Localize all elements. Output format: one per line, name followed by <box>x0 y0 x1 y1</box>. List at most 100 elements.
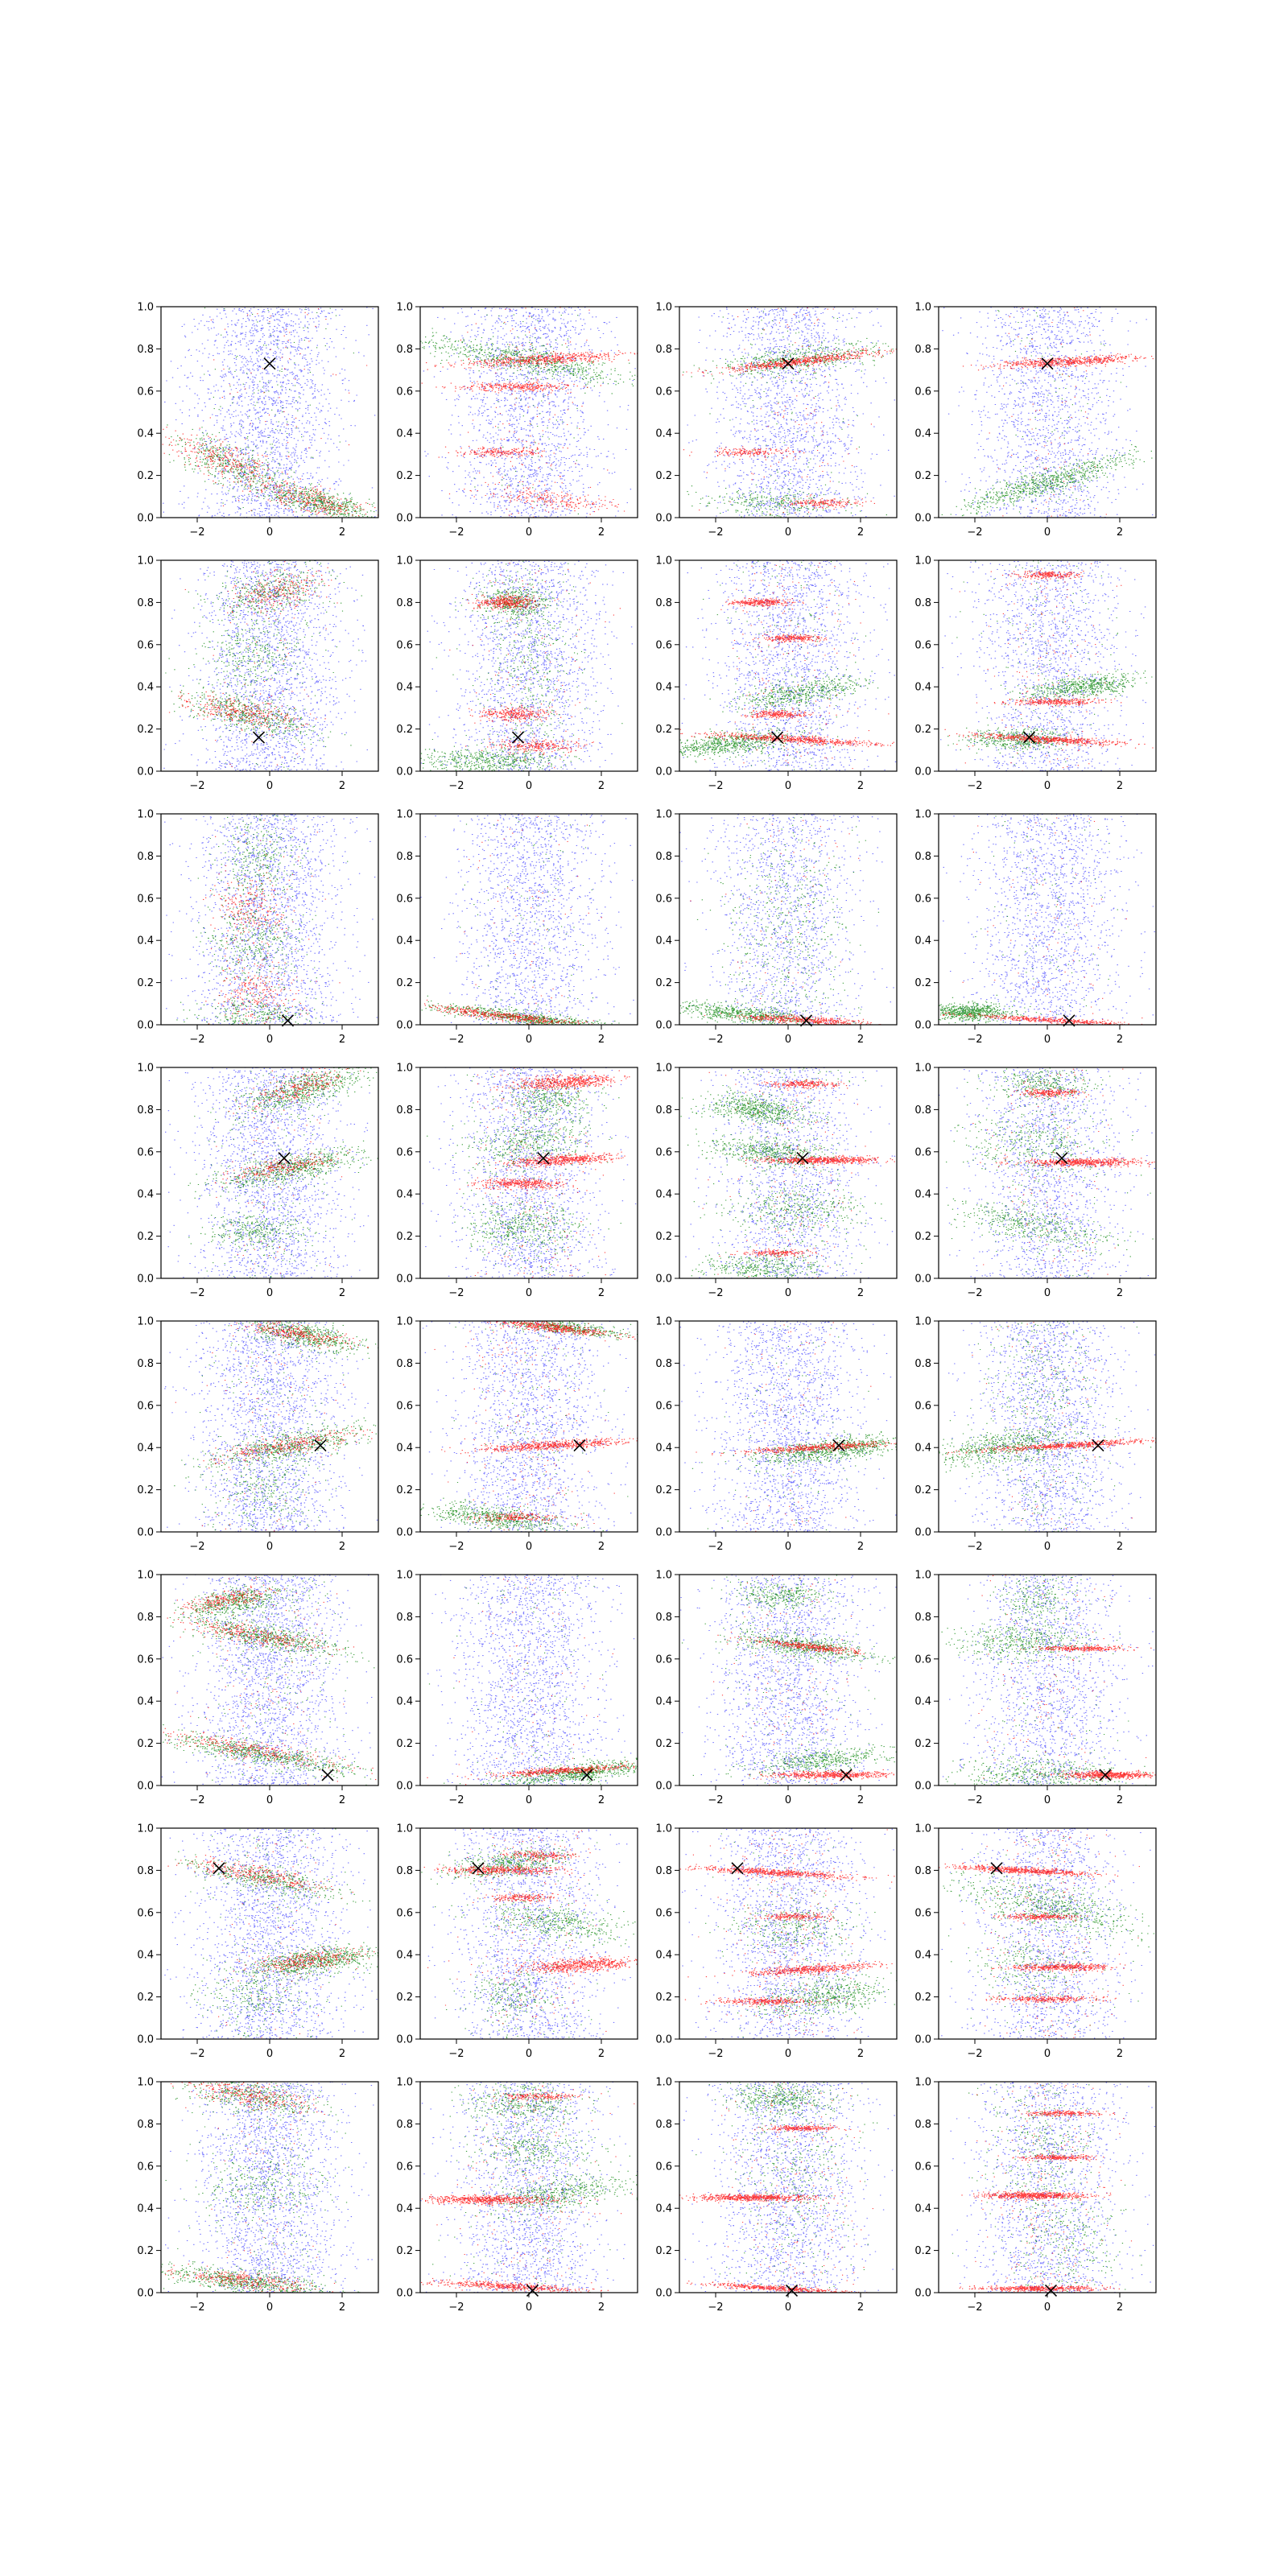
green-points <box>420 309 638 514</box>
y-tick-label: 1.0 <box>914 1570 931 1582</box>
x-tick-label: 2 <box>857 1794 864 1806</box>
y-tick-label: 0.2 <box>396 977 413 989</box>
scatter-points <box>942 1575 1156 1785</box>
blue-points <box>423 307 636 518</box>
x-tick-label: −2 <box>189 780 204 792</box>
green-points <box>432 2082 638 2292</box>
x-tick-label: 0 <box>1044 780 1051 792</box>
red-points <box>945 564 1154 771</box>
y-tick-label: 0.8 <box>914 1865 931 1877</box>
y-tick-label: 0.0 <box>137 2034 154 2046</box>
y-tick-label: 0.6 <box>655 1653 672 1666</box>
y-tick-label: 0.2 <box>137 1992 154 2004</box>
y-tick-label: 1.0 <box>655 1570 672 1582</box>
y-tick-label: 0.2 <box>655 1231 672 1243</box>
red-points <box>169 562 338 767</box>
y-tick-label: 1.0 <box>396 1063 413 1075</box>
y-tick-label: 0.0 <box>914 1781 931 1793</box>
y-tick-label: 1.0 <box>914 809 931 821</box>
green-points <box>939 1321 1151 1531</box>
y-tick-label: 1.0 <box>396 2077 413 2089</box>
y-tick-label: 0.2 <box>137 1484 154 1496</box>
x-tick-label: 2 <box>339 1034 345 1046</box>
green-points <box>163 1575 374 1785</box>
y-tick-label: 0.4 <box>137 1950 154 1962</box>
x-tick-label: 2 <box>598 2301 605 2314</box>
panel-3-1: −2 0 20.00.20.40.60.81.0 <box>396 1063 638 1300</box>
y-tick-label: 0.0 <box>914 2288 931 2300</box>
blue-points <box>942 814 1155 1025</box>
scatter-points <box>939 1067 1155 1278</box>
green-points <box>421 1829 638 2038</box>
scatter-points <box>420 2082 638 2293</box>
y-tick-label: 0.4 <box>137 1443 154 1455</box>
y-tick-label: 0.6 <box>137 639 154 651</box>
y-tick-label: 0.4 <box>655 682 672 694</box>
blue-points <box>427 1575 634 1785</box>
panel-4-0: −2 0 20.00.20.40.60.81.0 <box>137 1316 378 1554</box>
y-tick-label: 1.0 <box>137 1063 154 1075</box>
panel-5-3: −2 0 20.00.20.40.60.81.0 <box>914 1570 1156 1807</box>
x-tick-label: 2 <box>339 2301 345 2314</box>
blue-points <box>164 1321 378 1532</box>
x-tick-label: −2 <box>967 2048 982 2060</box>
y-tick-label: 1.0 <box>137 1570 154 1582</box>
y-tick-label: 0.4 <box>396 935 413 947</box>
x-tick-label: 2 <box>1117 1541 1123 1553</box>
y-tick-label: 1.0 <box>655 809 672 821</box>
y-tick-label: 0.8 <box>137 344 154 356</box>
y-tick-label: 0.8 <box>396 597 413 609</box>
red-points <box>165 2082 335 2292</box>
y-tick-label: 0.6 <box>137 1653 154 1666</box>
x-tick-label: 0 <box>785 1034 791 1046</box>
y-tick-label: 0.4 <box>396 1696 413 1708</box>
x-tick-label: 0 <box>1044 2048 1051 2060</box>
x-tick-label: −2 <box>967 780 982 792</box>
blue-points <box>680 1575 897 1785</box>
blue-points <box>421 560 633 771</box>
x-tick-label: 2 <box>339 1541 345 1553</box>
y-tick-label: 0.4 <box>914 935 931 947</box>
y-tick-label: 0.4 <box>914 1950 931 1962</box>
x-tick-label: −2 <box>189 1541 204 1553</box>
y-tick-label: 0.6 <box>914 1907 931 1919</box>
y-tick-label: 0.0 <box>914 766 931 778</box>
y-tick-label: 0.4 <box>137 935 154 947</box>
y-tick-label: 0.0 <box>655 1781 672 1793</box>
y-tick-label: 1.0 <box>396 302 413 314</box>
y-tick-label: 0.8 <box>396 851 413 863</box>
x-tick-label: 0 <box>526 1541 532 1553</box>
y-tick-label: 0.2 <box>396 1992 413 2004</box>
panel-0-3: −2 0 20.00.20.40.60.81.0 <box>914 302 1156 539</box>
y-tick-label: 0.4 <box>396 682 413 694</box>
green-points <box>692 1327 898 1530</box>
red-points <box>422 308 638 517</box>
y-tick-label: 0.4 <box>655 1189 672 1201</box>
x-tick-label: −2 <box>189 2048 204 2060</box>
blue-points <box>942 307 1153 518</box>
blue-points <box>162 1575 373 1785</box>
blue-points <box>420 2082 638 2293</box>
x-tick-label: 2 <box>598 526 605 539</box>
panel-0-0: −2 0 20.00.20.40.60.81.0 <box>137 302 378 539</box>
y-tick-label: 0.6 <box>655 386 672 398</box>
scatter-points <box>679 2082 895 2293</box>
y-tick-label: 0.4 <box>655 1950 672 1962</box>
x-tick-label: 0 <box>1044 1287 1051 1299</box>
panel-0-1: −2 0 20.00.20.40.60.81.0 <box>396 302 638 539</box>
marker-x <box>279 1153 290 1164</box>
panel-5-0: −2 0 20.00.20.40.60.81.0 <box>137 1570 378 1807</box>
red-points <box>972 1069 1154 1275</box>
panel-1-0: −2 0 20.00.20.40.60.81.0 <box>137 555 378 793</box>
x-tick-label: −2 <box>189 2301 204 2314</box>
x-tick-label: 2 <box>598 780 605 792</box>
y-tick-label: 0.2 <box>137 470 154 482</box>
y-tick-label: 0.2 <box>914 1484 931 1496</box>
y-tick-label: 0.4 <box>396 1443 413 1455</box>
x-tick-label: −2 <box>189 1034 204 1046</box>
marker-x <box>786 2285 798 2296</box>
x-tick-label: 0 <box>266 1287 273 1299</box>
x-tick-label: 0 <box>1044 1034 1051 1046</box>
x-tick-label: 2 <box>339 780 345 792</box>
